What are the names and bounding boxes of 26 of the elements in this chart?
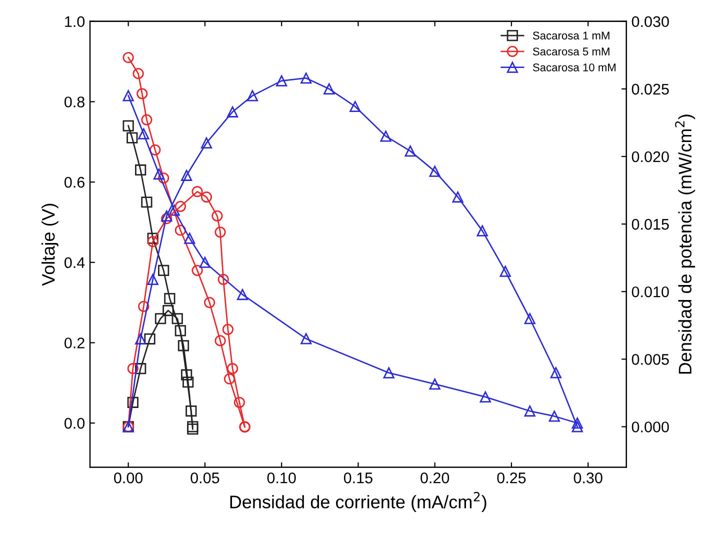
y-axis-title: Voltaje (V): [42, 204, 58, 286]
y2-tick-label: 0.005: [632, 354, 669, 365]
legend-label: Sacarosa 1 mM: [532, 32, 610, 40]
x-tick-label: 0.15: [344, 472, 372, 484]
y2-tick-label: 0.000: [632, 422, 669, 432]
y-tick-label: 0.2: [64, 338, 84, 348]
y-tick-label: 0.4: [64, 257, 85, 268]
y2-tick-label: 0.030: [632, 16, 669, 28]
x-axis-title: Densidad de corriente (mA/cm$^{2}$): [230, 492, 486, 512]
legend-label: Sacarosa 10 mM: [532, 63, 616, 72]
y2-tick-label: 0.020: [632, 151, 669, 162]
x-tick-label: 0.30: [574, 472, 602, 484]
x-tick-label: 0.05: [190, 472, 220, 484]
legend-label: Sacarosa 5 mM: [532, 48, 610, 56]
x-tick-label: 0.25: [497, 472, 526, 484]
x-tick-label: 0.00: [114, 472, 143, 484]
y-tick-label: 1.0: [65, 16, 85, 28]
y-tick-label: 0.0: [64, 418, 85, 429]
y2-axis-title: Densidad de potencia (mW/cm$^{2}$): [675, 114, 696, 374]
y2-tick-label: 0.010: [632, 286, 669, 298]
x-tick-label: 0.20: [420, 472, 450, 484]
y-tick-label: 0.6: [64, 176, 84, 188]
y-tick-label: 0.8: [64, 96, 84, 108]
x-tick-label: 0.10: [267, 472, 296, 484]
y2-tick-label: 0.015: [632, 218, 669, 230]
y2-tick-label: 0.025: [632, 84, 669, 95]
